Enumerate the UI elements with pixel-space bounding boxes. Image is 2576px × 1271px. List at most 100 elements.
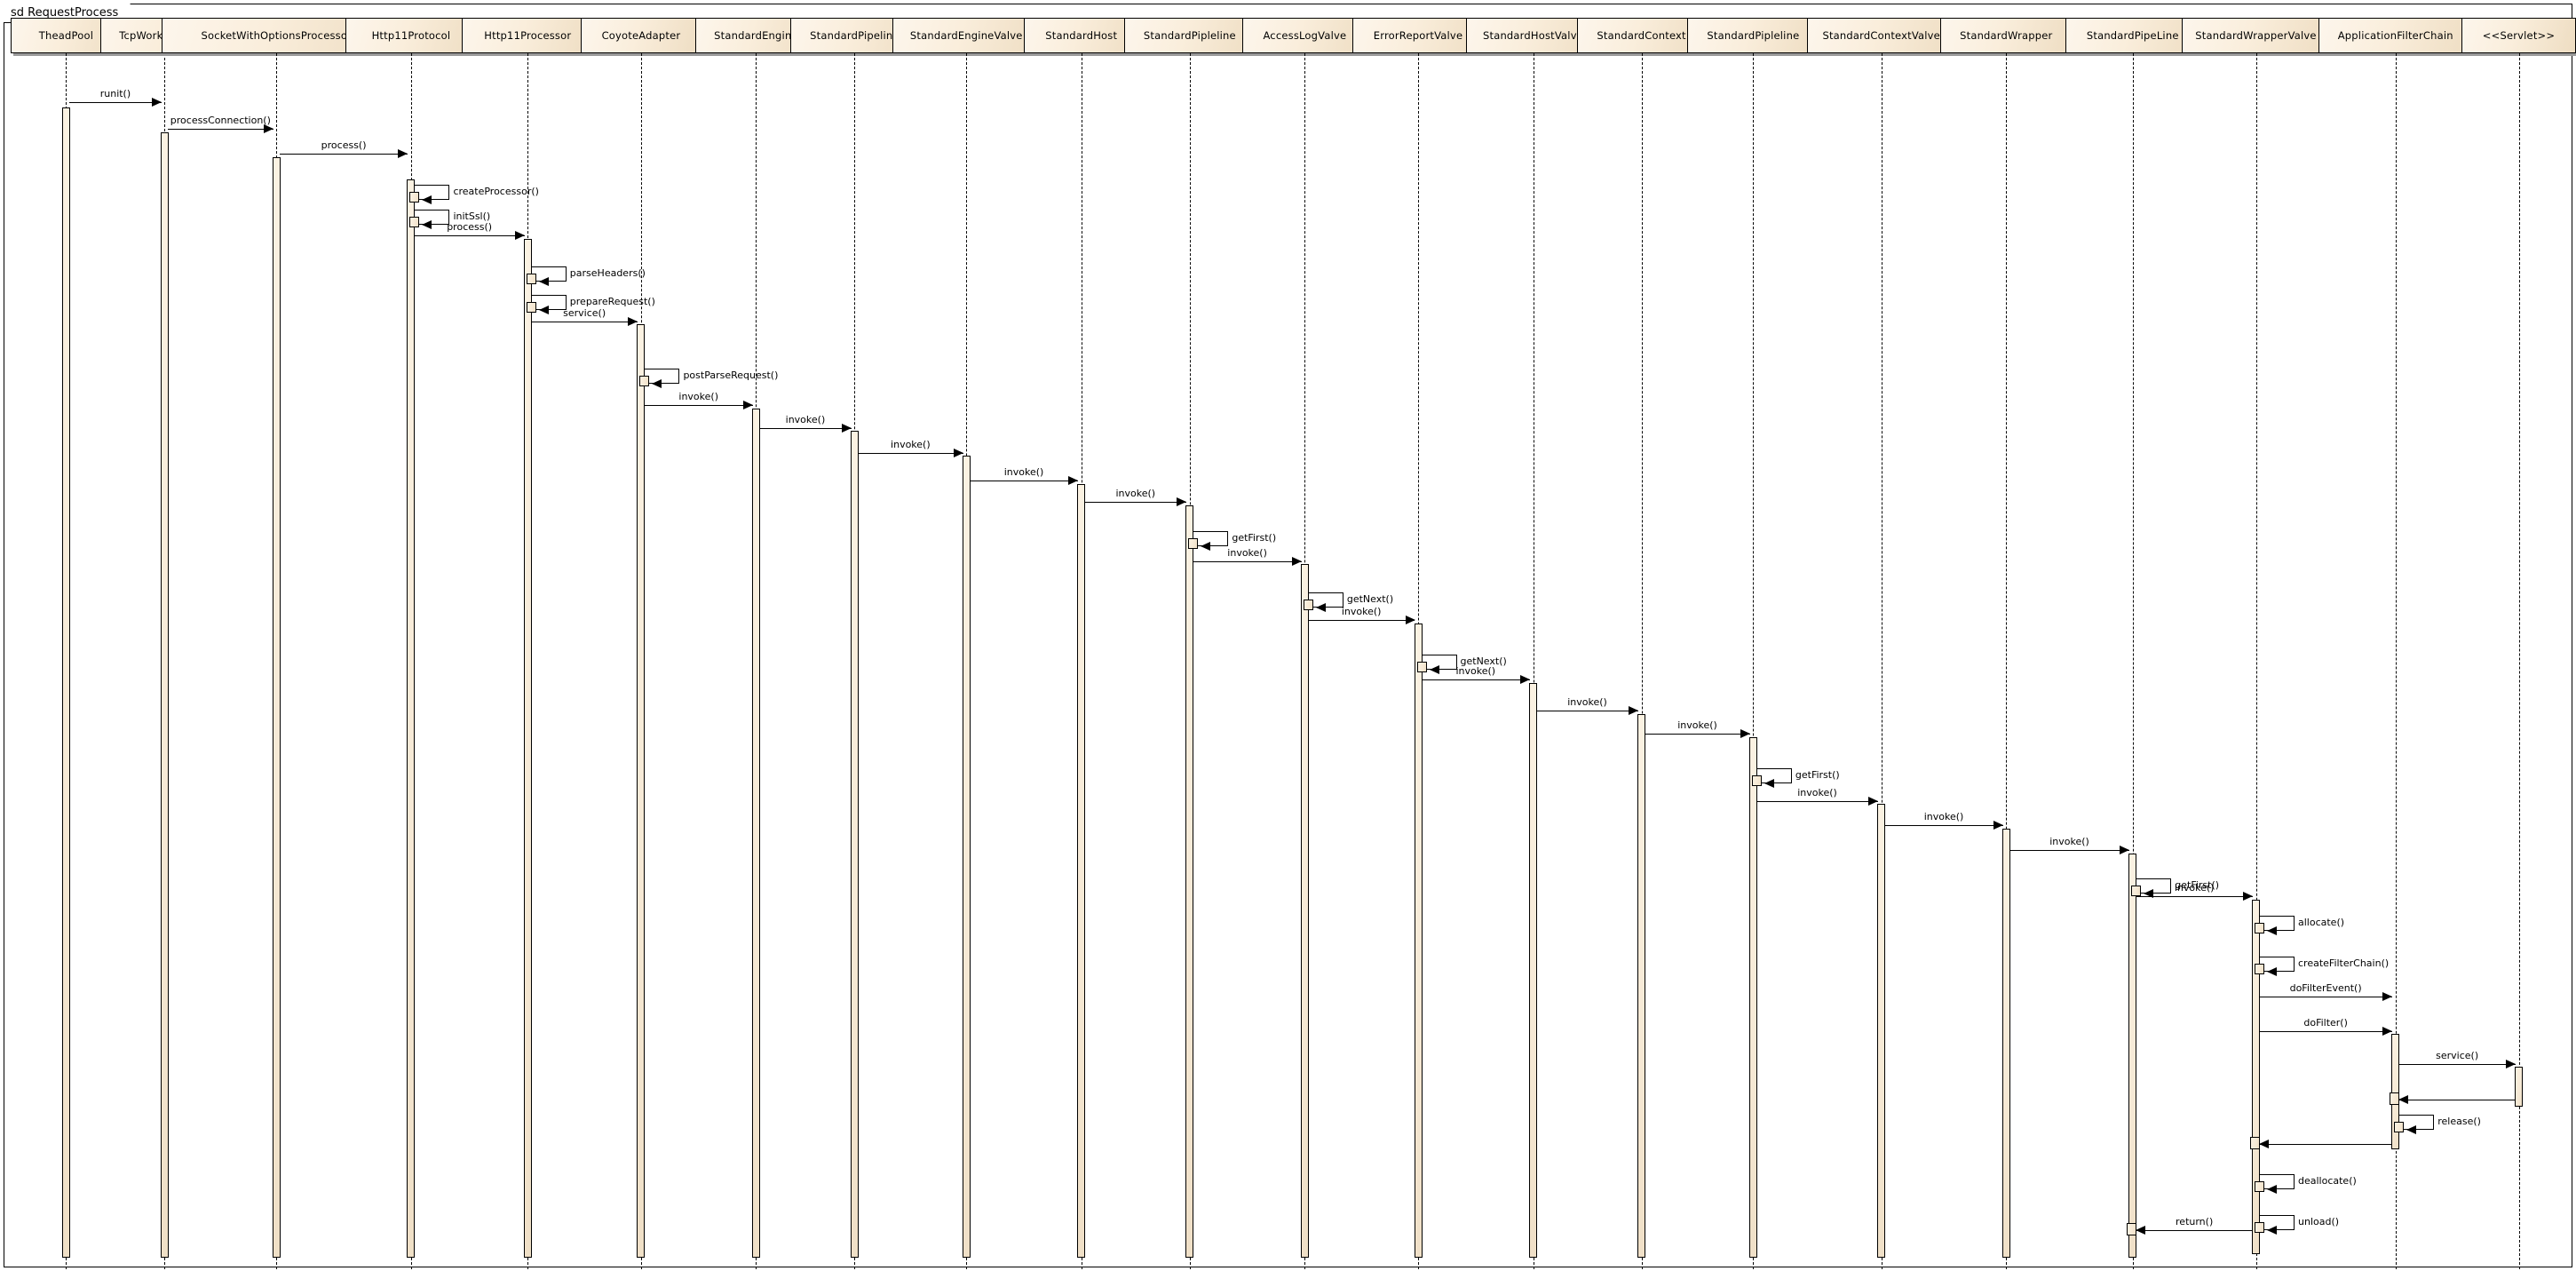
message-line: [1756, 800, 1879, 802]
self-call-activation: [409, 191, 420, 203]
message-label: allocate(): [2298, 917, 2345, 929]
message-label: invoke(): [1797, 786, 1837, 798]
message-arrowhead: [538, 305, 549, 314]
message-label: service(): [563, 306, 606, 319]
activation-bar: [1529, 682, 1537, 1258]
message-arrowhead: [2382, 1026, 2393, 1036]
message-label: getNext(): [1346, 592, 1394, 605]
message-arrowhead: [2144, 888, 2154, 898]
self-call-bracket: [2259, 1214, 2295, 1230]
message-arrowhead: [2398, 1095, 2409, 1105]
participant-box[interactable]: StandardPipeLine: [2065, 18, 2200, 53]
participant-label: <<Servlet>>: [2482, 29, 2556, 42]
activation-bar: [2391, 1034, 2400, 1149]
message-arrowhead: [398, 148, 408, 158]
self-call-bracket: [1193, 531, 1229, 547]
message-label: invoke(): [1677, 719, 1717, 731]
message-label: getFirst(): [1232, 532, 1277, 544]
activation-bar: [2001, 829, 2010, 1258]
activation-bar: [2252, 899, 2260, 1255]
lifeline-20: [2395, 53, 2397, 1271]
self-call-activation: [526, 301, 536, 313]
message-label: invoke(): [1455, 664, 1496, 677]
activation-bar: [407, 179, 416, 1258]
message-label: runit(): [99, 88, 131, 100]
participant-label: StandardPipeLine: [2086, 29, 2179, 42]
message-label: postParseRequest(): [683, 369, 779, 382]
self-call-bracket: [1421, 655, 1457, 671]
self-call-bracket: [2398, 1115, 2435, 1131]
message-label: invoke(): [1227, 546, 1267, 559]
activation-bar: [2515, 1067, 2523, 1107]
message-line: [2398, 1063, 2516, 1065]
message-label: invoke(): [1567, 695, 1607, 708]
participant-box[interactable]: Http11Processor: [462, 18, 594, 53]
participant-label: AccessLogValve: [1263, 29, 1347, 42]
message-arrowhead: [2267, 1225, 2277, 1235]
message-label: invoke(): [1341, 606, 1382, 618]
participant-box[interactable]: Http11Protocol: [345, 18, 477, 53]
message-label: getFirst(): [1795, 768, 1840, 781]
message-label: createProcessor(): [453, 185, 539, 197]
participant-box[interactable]: ErrorReportValve: [1352, 18, 1484, 53]
participant-label: TheadPool: [38, 29, 94, 42]
message-line: [2136, 1229, 2253, 1231]
participant-box[interactable]: CoyoteAdapter: [580, 18, 702, 53]
participant-box[interactable]: StandardContext: [1577, 18, 1706, 53]
message-line: [1193, 560, 1302, 562]
message-line: [1307, 620, 1415, 622]
message-arrowhead: [1315, 602, 1326, 612]
participant-label: StandardWrapper: [1960, 29, 2053, 42]
activation-bar: [523, 239, 532, 1258]
message-arrowhead: [1764, 778, 1774, 788]
activation-bar: [637, 324, 646, 1258]
message-arrowhead: [2267, 967, 2277, 977]
participant-box[interactable]: StandardEngineValve: [892, 18, 1041, 53]
self-call-activation: [2394, 1122, 2405, 1133]
participant-box[interactable]: <<Servlet>>: [2461, 18, 2576, 53]
self-call-activation: [526, 274, 536, 285]
participant-box[interactable]: StandardPipleline: [1123, 18, 1256, 53]
message-arrowhead: [2267, 1184, 2277, 1194]
participant-label: StandardHost: [1045, 29, 1118, 42]
message-label: invoke(): [678, 390, 718, 402]
message-label: doFilter(): [2303, 1016, 2348, 1029]
participant-box[interactable]: AccessLogValve: [1242, 18, 1367, 53]
message-label: process(): [447, 221, 493, 234]
participant-box[interactable]: StandardPipleline: [1687, 18, 1819, 53]
message-line: [1884, 825, 2003, 827]
message-line: [167, 129, 273, 131]
message-arrowhead: [652, 379, 662, 389]
message-line: [1645, 733, 1750, 735]
message-label: invoke(): [1115, 488, 1156, 499]
message-line: [1421, 679, 1530, 680]
participant-box[interactable]: StandardWrapperValve: [2182, 18, 2330, 53]
participant-box[interactable]: ApplicationFilterChain: [2318, 18, 2473, 53]
participant-label: StandardPipeline: [810, 29, 900, 42]
message-arrowhead: [1868, 796, 1879, 806]
participant-box[interactable]: StandardContextValve: [1807, 18, 1955, 53]
participant-label: StandardContextValve: [1822, 29, 1940, 42]
message-label: return(): [2176, 1215, 2214, 1227]
activation-bar: [962, 456, 971, 1258]
message-arrowhead: [2506, 1059, 2516, 1068]
message-arrowhead: [2267, 926, 2277, 936]
message-line: [644, 404, 753, 406]
self-call-bracket: [1307, 592, 1343, 608]
self-call-activation: [1303, 599, 1313, 610]
message-label: invoke(): [1003, 465, 1044, 478]
activation-bar: [272, 156, 281, 1258]
message-arrowhead: [538, 277, 549, 287]
message-label: invoke(): [2049, 836, 2089, 848]
self-call-bracket: [1756, 767, 1792, 783]
message-label: parseHeaders(): [569, 267, 646, 280]
participant-label: ApplicationFilterChain: [2337, 29, 2453, 42]
message-label: processConnection(): [170, 115, 271, 127]
self-call-activation: [2255, 964, 2264, 975]
self-call-bracket: [414, 209, 450, 225]
self-call-activation: [2131, 885, 2142, 896]
activation-bar: [1877, 804, 1886, 1258]
participant-box[interactable]: StandardWrapper: [1940, 18, 2073, 53]
message-label: getNext(): [1460, 655, 1507, 668]
participant-box[interactable]: StandardHost: [1024, 18, 1139, 53]
